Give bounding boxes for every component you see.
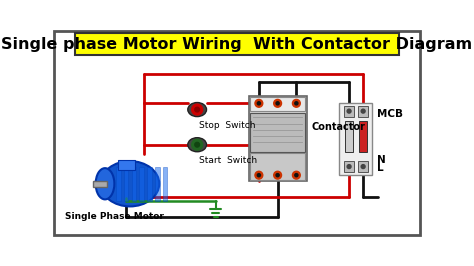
Circle shape xyxy=(255,171,263,179)
Ellipse shape xyxy=(96,168,114,200)
Circle shape xyxy=(347,109,351,113)
Circle shape xyxy=(292,171,300,179)
Circle shape xyxy=(276,102,279,105)
Text: Start  Switch: Start Switch xyxy=(199,156,257,165)
Circle shape xyxy=(257,174,260,177)
Bar xyxy=(147,167,152,201)
Bar xyxy=(163,167,167,201)
Bar xyxy=(132,167,136,201)
Circle shape xyxy=(273,171,282,179)
Bar xyxy=(249,95,307,181)
Bar xyxy=(359,120,367,152)
Circle shape xyxy=(295,174,298,177)
Bar xyxy=(250,153,305,180)
Circle shape xyxy=(361,109,365,113)
Bar xyxy=(250,97,305,111)
Bar xyxy=(124,167,128,201)
Text: Single Phase Motor: Single Phase Motor xyxy=(65,212,164,221)
Ellipse shape xyxy=(188,138,207,152)
Bar xyxy=(155,167,160,201)
Text: Contactor: Contactor xyxy=(311,122,365,132)
Circle shape xyxy=(195,142,200,147)
Text: Stop  Switch: Stop Switch xyxy=(199,120,255,130)
Circle shape xyxy=(276,174,279,177)
Circle shape xyxy=(273,99,282,107)
FancyBboxPatch shape xyxy=(74,33,400,55)
Bar xyxy=(116,167,120,201)
Circle shape xyxy=(255,99,263,107)
Text: N: N xyxy=(377,155,385,165)
Bar xyxy=(339,103,372,175)
Text: MCB: MCB xyxy=(377,109,403,119)
Ellipse shape xyxy=(100,161,159,206)
Circle shape xyxy=(195,107,200,112)
Text: L: L xyxy=(377,163,383,173)
Circle shape xyxy=(295,102,298,105)
Circle shape xyxy=(361,165,365,169)
Bar xyxy=(358,106,368,117)
Circle shape xyxy=(191,139,202,150)
Bar xyxy=(344,106,354,117)
Circle shape xyxy=(292,99,300,107)
Bar xyxy=(118,160,136,170)
Circle shape xyxy=(191,104,202,115)
Bar xyxy=(345,120,354,152)
Bar xyxy=(250,113,305,152)
Bar xyxy=(92,181,107,187)
Circle shape xyxy=(347,165,351,169)
Ellipse shape xyxy=(188,102,207,117)
Bar xyxy=(139,167,144,201)
Text: Single phase Motor Wiring  With Contactor Diagram: Single phase Motor Wiring With Contactor… xyxy=(1,37,473,52)
Circle shape xyxy=(257,102,260,105)
Bar xyxy=(344,161,354,172)
Bar xyxy=(358,161,368,172)
